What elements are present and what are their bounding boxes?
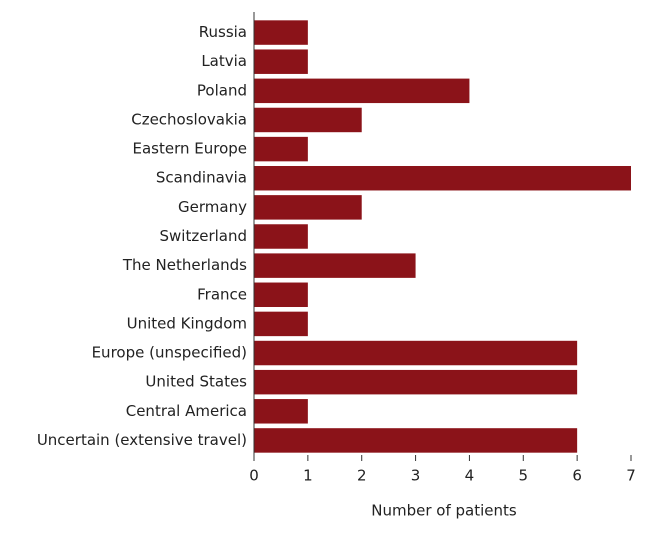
y-tick-label: United Kingdom xyxy=(127,314,247,332)
bar xyxy=(254,107,362,133)
bar xyxy=(254,369,578,395)
bar xyxy=(254,195,362,220)
x-axis-label: Number of patients xyxy=(371,502,517,520)
y-tick-label: France xyxy=(197,285,247,303)
y-tick-label: Eastern Europe xyxy=(132,140,247,158)
bar xyxy=(254,49,308,74)
x-tick-label: 1 xyxy=(303,467,313,485)
bar xyxy=(254,224,308,249)
bar xyxy=(254,165,631,191)
y-tick-label: Czechoslovakia xyxy=(131,110,247,128)
y-tick-label: Latvia xyxy=(201,52,247,70)
y-tick-label: Russia xyxy=(199,23,247,41)
bar xyxy=(254,78,470,104)
y-tick-label: Central America xyxy=(126,402,247,420)
bar xyxy=(254,311,308,337)
y-tick-label: Scandinavia xyxy=(156,169,247,187)
bar xyxy=(254,20,308,45)
y-tick-label: The Netherlands xyxy=(122,256,247,274)
y-tick-label: Switzerland xyxy=(160,227,248,245)
bar xyxy=(254,428,578,453)
y-tick-label: Uncertain (extensive travel) xyxy=(37,431,247,449)
bar xyxy=(254,340,578,366)
x-tick-label: 7 xyxy=(626,467,636,485)
x-tick-label: 2 xyxy=(357,467,367,485)
y-tick-label: United States xyxy=(145,373,247,391)
x-tick-label: 6 xyxy=(572,467,582,485)
x-tick-label: 0 xyxy=(249,467,259,485)
x-tick-label: 3 xyxy=(411,467,421,485)
bar xyxy=(254,282,308,308)
bar xyxy=(254,136,308,162)
x-tick-label: 5 xyxy=(519,467,529,485)
y-tick-label: Europe (unspecified) xyxy=(92,344,247,362)
bar xyxy=(254,399,308,424)
y-tick-label: Poland xyxy=(197,81,247,99)
bar xyxy=(254,253,416,278)
y-tick-label: Germany xyxy=(178,198,247,216)
x-tick-label: 4 xyxy=(465,467,475,485)
